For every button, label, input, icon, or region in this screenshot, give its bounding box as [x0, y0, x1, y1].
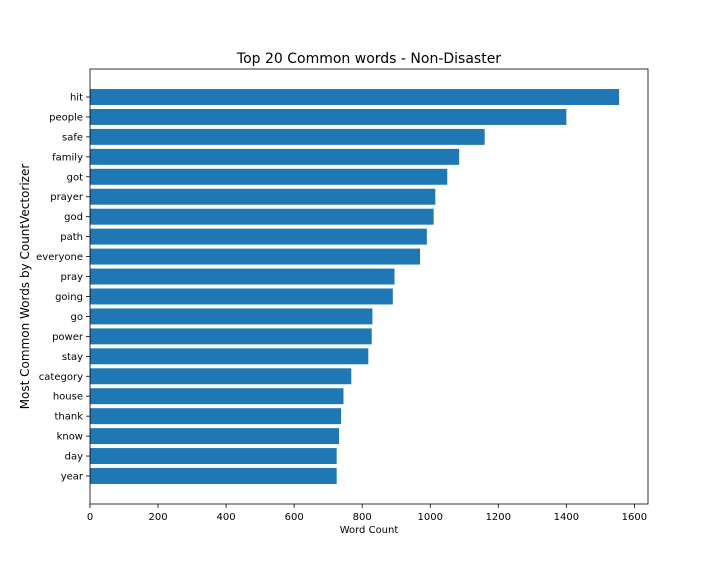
bar-family	[90, 148, 460, 165]
bar-thank	[90, 408, 342, 425]
axes-frame	[89, 68, 649, 505]
x-tick-label: 200	[149, 512, 168, 523]
y-tick-label: going	[55, 292, 83, 303]
bar-god	[90, 208, 434, 225]
bar-power	[90, 328, 372, 345]
chart-title: Top 20 Common words - Non-Disaster	[236, 51, 501, 67]
y-tick-label: everyone	[36, 252, 83, 263]
x-tick-label: 1000	[418, 512, 443, 523]
y-tick-label: pray	[60, 272, 83, 283]
bar-category	[90, 368, 352, 385]
x-tick-label: 800	[353, 512, 372, 523]
bar-going	[90, 288, 393, 305]
y-tick-label: go	[71, 312, 83, 323]
y-axis-ticks: hit people safe family got prayer god path every…	[36, 93, 90, 483]
bar-safe	[90, 128, 485, 145]
bar-got	[90, 168, 448, 185]
bar-prayer	[90, 188, 436, 205]
y-tick-label: category	[39, 372, 83, 383]
x-tick-label: 400	[217, 512, 236, 523]
x-axis-label: Word Count	[340, 525, 399, 536]
bar-know	[90, 428, 340, 445]
bar-house	[90, 388, 344, 405]
bar-people	[90, 108, 567, 125]
bars-group	[90, 89, 620, 484]
y-tick-label: god	[64, 212, 83, 223]
bar-path	[90, 228, 427, 245]
y-tick-label: path	[60, 232, 83, 243]
y-tick-label: got	[67, 172, 83, 183]
y-tick-label: thank	[54, 412, 83, 423]
y-tick-label: hit	[70, 93, 83, 104]
x-tick-label: 600	[285, 512, 304, 523]
y-tick-label: prayer	[50, 192, 84, 203]
x-tick-label: 1200	[486, 512, 511, 523]
y-tick-label: stay	[62, 352, 83, 363]
bar-stay	[90, 348, 369, 365]
bar-year	[90, 468, 337, 484]
bar-pray	[90, 268, 395, 285]
bar-everyone	[90, 248, 421, 265]
y-tick-label: year	[61, 472, 84, 483]
y-tick-label: family	[52, 152, 83, 163]
y-tick-label: people	[49, 112, 83, 123]
bar-go	[90, 308, 373, 325]
y-tick-label: know	[57, 432, 83, 443]
x-tick-label: 0	[87, 512, 93, 523]
x-axis-ticks: 0 200 400 600 800 1000 1200 1400 1600	[87, 504, 647, 523]
y-tick-label: safe	[62, 132, 83, 143]
x-tick-label: 1400	[554, 512, 579, 523]
bar-day	[90, 448, 337, 465]
y-tick-label: power	[52, 332, 84, 343]
x-tick-label: 1600	[622, 512, 647, 523]
y-tick-label: day	[65, 452, 83, 463]
y-tick-label: house	[53, 392, 83, 403]
y-axis-label: Most Common Words by CountVectorizer	[18, 164, 32, 410]
bar-hit	[90, 89, 620, 105]
